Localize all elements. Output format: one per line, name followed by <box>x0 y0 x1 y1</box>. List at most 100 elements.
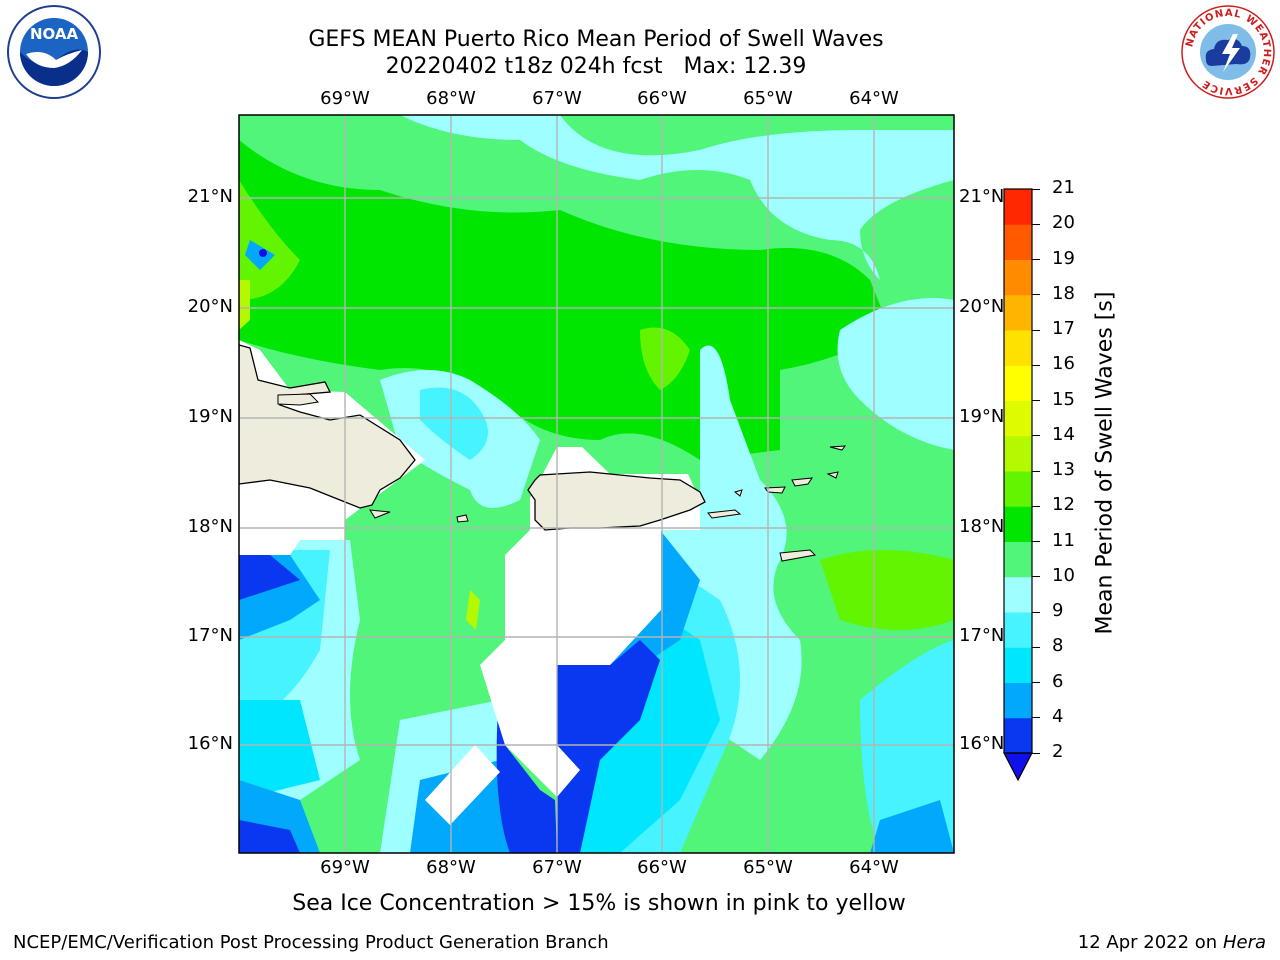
footer-date-text: 12 Apr 2022 on <box>1077 932 1218 953</box>
lon-label-bottom: 69°W <box>320 857 370 878</box>
colorbar-tick-mark <box>1032 717 1040 719</box>
colorbar-tick-label: 14 <box>1052 423 1075 445</box>
colorbar-segment <box>1004 400 1032 437</box>
colorbar-segment <box>1004 576 1032 613</box>
colorbar-tick-label: 20 <box>1052 212 1075 234</box>
colorbar-segment <box>1004 330 1032 366</box>
nws-logo: NATIONAL WEATHER SERVICE <box>1181 5 1275 99</box>
colorbar-tick-mark <box>1032 329 1040 331</box>
lat-label-right: 19°N <box>959 406 1005 427</box>
colorbar-segment <box>1004 682 1032 719</box>
lat-label-right: 20°N <box>959 296 1005 317</box>
colorbar-tick-label: 15 <box>1052 388 1075 410</box>
colorbar-segment <box>1004 435 1032 472</box>
colorbar-segment <box>1004 541 1032 578</box>
lat-label-right: 18°N <box>959 516 1005 537</box>
colorbar-tick-mark <box>1032 470 1040 472</box>
colorbar-segment <box>1004 717 1032 754</box>
colorbar-segment <box>1004 294 1032 331</box>
field-under-2 <box>239 820 300 853</box>
colorbar-tick-label: 4 <box>1052 705 1064 727</box>
colorbar-tick-mark <box>1032 259 1040 260</box>
lat-label-right: 21°N <box>959 186 1005 207</box>
colorbar-tick-mark <box>1032 752 1040 754</box>
field-2-4 <box>870 800 954 853</box>
no-data-area <box>425 745 500 825</box>
colorbar-tick-mark <box>1032 505 1040 507</box>
lon-label-top: 68°W <box>426 88 476 109</box>
colorbar-tick-label: 17 <box>1052 318 1075 339</box>
colorbar-segment <box>1004 189 1032 225</box>
colorbar-tick-mark <box>1032 611 1040 613</box>
colorbar-tick-label: 10 <box>1052 564 1075 586</box>
colorbar-tick-label: 11 <box>1052 529 1075 551</box>
st-thomas-land <box>764 486 786 494</box>
lon-label-bottom: 67°W <box>532 857 582 878</box>
lon-label-bottom: 66°W <box>637 857 687 878</box>
colorbar-label: Mean Period of Swell Waves [s] <box>1092 291 1118 635</box>
hispaniola-land <box>239 344 416 509</box>
forecast-run: 20220402 t18z 024h fcst <box>385 54 663 79</box>
lon-label-top: 64°W <box>849 88 899 109</box>
lat-label-left: 21°N <box>187 186 233 207</box>
colorbar-tick-label: 9 <box>1052 600 1064 621</box>
island-land <box>277 393 320 406</box>
colorbar-tick-mark <box>1032 435 1040 437</box>
field-12-13 <box>466 590 480 630</box>
anegada-land <box>829 445 847 451</box>
field-11-12 <box>239 180 300 300</box>
colorbar-segment <box>1004 259 1032 296</box>
lat-label-left: 19°N <box>187 406 233 427</box>
colorbar-segment <box>1004 612 1032 648</box>
vieques-land <box>707 509 742 519</box>
footer-branch: NCEP/EMC/Verification Post Processing Pr… <box>13 932 609 953</box>
field-under-2 <box>557 640 660 853</box>
colorbar-segment <box>1004 506 1032 542</box>
colorbar-tick-label: 16 <box>1052 353 1075 375</box>
colorbar-segment <box>1004 471 1032 507</box>
island-land <box>826 471 839 479</box>
colorbar-tick-mark <box>1032 400 1040 401</box>
field-6-8 <box>420 387 488 460</box>
colorbar-tick-label: 21 <box>1052 177 1075 198</box>
st-john-land <box>791 477 814 487</box>
lat-label-left: 18°N <box>187 516 233 537</box>
map-subtitle: 20220402 t18z 024h fcst Max: 12.39 <box>0 54 1192 79</box>
footer-machine: Hera <box>1222 932 1266 953</box>
island-land <box>369 509 391 519</box>
colorbar-tick-mark <box>1032 364 1040 366</box>
colorbar-tick-label: 13 <box>1052 459 1075 480</box>
colorbar-segment <box>1004 365 1032 401</box>
colorbar-tick-label: 18 <box>1052 282 1075 304</box>
field-11-12 <box>640 327 690 390</box>
lat-label-right: 17°N <box>959 625 1005 646</box>
colorbar-under-arrow <box>1003 752 1033 782</box>
colorbar-tick-mark <box>1032 646 1040 648</box>
st-croix-land <box>779 549 817 562</box>
lon-label-top: 65°W <box>743 88 793 109</box>
colorbar-tick-mark <box>1032 541 1040 542</box>
field-12-13 <box>239 280 250 330</box>
lat-label-left: 16°N <box>187 733 233 754</box>
mona-island-land <box>456 514 469 523</box>
field-6-8 <box>860 640 954 853</box>
map-grid <box>239 115 954 853</box>
footer-date: 12 Apr 2022 on Hera <box>1078 932 1266 953</box>
colorbar-tick-mark <box>1032 682 1040 683</box>
colorbar-tick-label: 8 <box>1052 635 1064 657</box>
colorbar-tick-mark <box>1032 188 1040 190</box>
lon-label-top: 69°W <box>320 88 370 109</box>
field-8-9 <box>400 115 954 280</box>
lat-label-left: 20°N <box>187 296 233 317</box>
max-value: Max: 12.39 <box>683 54 807 79</box>
field-under-2 <box>239 555 300 600</box>
culebra-land <box>733 489 743 497</box>
lon-label-bottom: 68°W <box>426 857 476 878</box>
lon-label-bottom: 64°W <box>849 857 899 878</box>
field-8-9 <box>837 298 954 450</box>
map-title: GEFS MEAN Puerto Rico Mean Period of Swe… <box>308 27 884 52</box>
lat-label-left: 17°N <box>187 625 233 646</box>
noaa-logo: NOAA <box>7 5 101 99</box>
sea-ice-note: Sea Ice Concentration > 15% is shown in … <box>292 891 906 916</box>
